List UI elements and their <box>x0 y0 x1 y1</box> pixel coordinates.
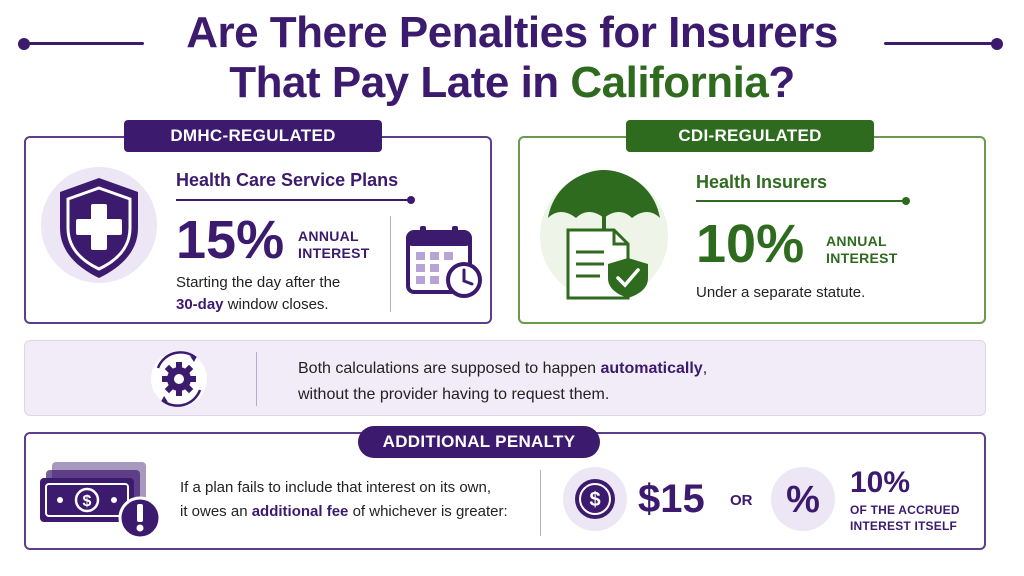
dmhc-annual-word: ANNUAL <box>298 228 359 244</box>
dmhc-desc-line-2: 30-day window closes. <box>176 294 340 316</box>
penalty-line-2: it owes an additional fee of whichever i… <box>180 500 508 524</box>
title-accent: California <box>570 58 769 107</box>
cdi-heading-rule-dot <box>902 197 910 205</box>
cdi-heading-rule <box>696 200 906 202</box>
title-line-1: Are There Penalties for Insurers <box>186 8 838 57</box>
cdi-badge: CDI-REGULATED <box>626 120 874 152</box>
gear-cycle-icon <box>146 346 212 412</box>
calendar-clock-icon <box>402 222 484 302</box>
title-line-2-post: ? <box>768 58 795 107</box>
svg-text:$: $ <box>83 493 92 510</box>
shield-cross-icon <box>36 160 162 290</box>
penalty-or: OR <box>730 492 753 509</box>
dmhc-heading-rule <box>176 199 410 201</box>
svg-text:%: % <box>786 479 820 521</box>
title-right-line <box>884 42 996 45</box>
dmhc-annual-label: ANNUAL INTEREST <box>298 228 370 262</box>
dmhc-rate: 15% <box>176 210 285 270</box>
cdi-heading: Health Insurers <box>696 172 828 192</box>
automatic-divider <box>256 352 257 406</box>
title-left-dot <box>18 38 30 50</box>
umbrella-document-icon <box>534 160 674 306</box>
money-warning-icon: $ <box>38 460 168 542</box>
title-line-2: That Pay Late in California? <box>140 58 884 108</box>
dmhc-desc-post: window closes. <box>223 296 329 313</box>
penalty-badge: ADDITIONAL PENALTY <box>358 426 600 458</box>
svg-text:$: $ <box>589 489 600 511</box>
cdi-description: Under a separate statute. <box>696 284 866 301</box>
automatic-line-1: Both calculations are supposed to happen… <box>298 356 707 382</box>
dmhc-desc-highlight: 30-day <box>176 296 224 313</box>
dmhc-description: Starting the day after the 30-day window… <box>176 272 340 316</box>
automatic-line-1-post: , <box>702 360 708 377</box>
dmhc-divider <box>390 216 391 312</box>
dmhc-heading-rule-dot <box>407 196 415 204</box>
automatic-line-2: without the provider having to request t… <box>298 386 610 403</box>
title-line-2-pre: That Pay Late in <box>229 58 571 107</box>
dmhc-desc-line-1: Starting the day after the <box>176 274 341 291</box>
automatic-text: Both calculations are supposed to happen… <box>298 356 707 408</box>
dmhc-interest-word: INTEREST <box>298 245 370 261</box>
penalty-divider <box>540 470 541 536</box>
penalty-percent-caption-1: OF THE ACCRUED <box>850 503 960 517</box>
penalty-percent-caption: OF THE ACCRUED INTEREST ITSELF <box>850 502 960 534</box>
percent-icon: % <box>770 466 836 532</box>
automatic-line-1-pre: Both calculations are supposed to happen <box>298 360 601 377</box>
penalty-highlight: additional fee <box>251 503 349 520</box>
penalty-percent: 10% <box>850 466 911 499</box>
penalty-line-2-post: of whichever is greater: <box>348 503 508 520</box>
penalty-text: If a plan fails to include that interest… <box>180 476 508 524</box>
dmhc-heading: Health Care Service Plans <box>176 170 399 190</box>
dollar-coin-icon: $ <box>562 466 628 532</box>
penalty-amount: $15 <box>638 477 705 521</box>
title-right-dot <box>991 38 1003 50</box>
penalty-line-2-pre: it owes an <box>180 503 252 520</box>
dmhc-badge: DMHC-REGULATED <box>124 120 382 152</box>
page-title: Are There Penalties for Insurers That Pa… <box>140 8 884 108</box>
penalty-line-1: If a plan fails to include that interest… <box>180 479 492 496</box>
automatic-highlight: automatically <box>600 360 703 377</box>
penalty-percent-caption-2: INTEREST ITSELF <box>850 519 958 533</box>
title-left-line <box>26 42 144 45</box>
cdi-annual-word: ANNUAL <box>826 233 887 249</box>
cdi-annual-label: ANNUAL INTEREST <box>826 233 898 267</box>
cdi-rate: 10% <box>696 214 805 274</box>
cdi-interest-word: INTEREST <box>826 250 898 266</box>
